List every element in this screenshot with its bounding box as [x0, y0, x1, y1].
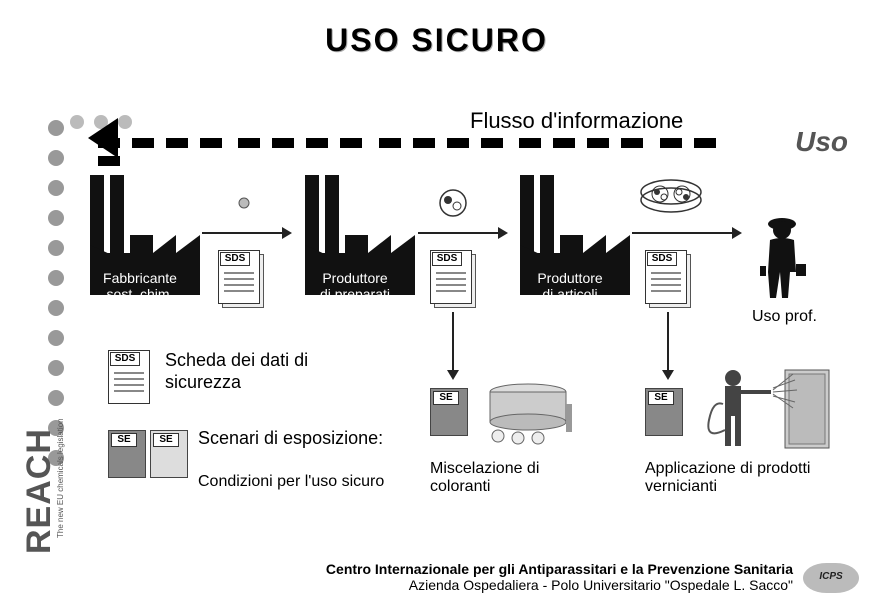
page-title: USO SICURO	[0, 22, 873, 59]
reach-logo: REACH	[20, 428, 59, 554]
legend-sds-icon: SDS	[108, 350, 154, 408]
footer-credits: Centro Internazionale per gli Antiparass…	[326, 561, 793, 593]
uso-label: Uso	[795, 126, 848, 158]
sds-tag: SDS	[110, 352, 140, 366]
flow-info-label: Flusso d'informazione	[470, 108, 683, 134]
painting-icon	[695, 360, 845, 460]
sds-tag: SDS	[647, 252, 677, 266]
sds-tag: SDS	[432, 252, 462, 266]
arrow-f2-f3	[418, 232, 498, 234]
factory-1-label: Fabbricantesost. chim.	[85, 270, 195, 302]
ingredient-icon-3	[640, 178, 702, 221]
icps-logo: ICPS	[803, 563, 859, 593]
sds-doc-2: SDS	[430, 250, 476, 308]
slide-root: USO SICURO Flusso d'informazione Uso Fab…	[0, 0, 873, 611]
footer-line2: Azienda Ospedaliera - Polo Universitario…	[326, 577, 793, 593]
se-doc-mix: SE	[430, 388, 468, 436]
sds-doc-1: SDS	[218, 250, 264, 308]
factory-2-label: Produttoredi preparati	[300, 270, 410, 302]
legend-sds-text: Scheda dei dati di sicurezza	[165, 350, 375, 393]
legend-se-sub: Condizioni per l'uso sicuro	[198, 472, 408, 491]
factory-3-label: Produttoredi articoli	[515, 270, 625, 302]
legend-se-icon-1: SE	[108, 430, 146, 478]
caption-mix: Miscelazione di coloranti	[430, 460, 580, 496]
arrow-down-mix	[452, 312, 454, 370]
info-flow-dashed-line	[98, 134, 758, 146]
arrow-f3-user	[632, 232, 732, 234]
uso-prof-label: Uso prof.	[752, 308, 817, 326]
se-doc-paint: SE	[645, 388, 683, 436]
caption-paint: Applicazione di prodotti vernicianti	[645, 460, 825, 496]
se-tag: SE	[153, 433, 179, 447]
sds-doc-3: SDS	[645, 250, 691, 308]
se-tag: SE	[433, 391, 459, 405]
se-tag: SE	[648, 391, 674, 405]
mixing-icon	[478, 378, 588, 453]
legend-se-icon-2: SE	[150, 430, 188, 478]
sds-tag: SDS	[220, 252, 250, 266]
reach-logo-sub: The new EU chemicals legislation	[56, 418, 65, 538]
footer-line1: Centro Internazionale per gli Antiparass…	[326, 561, 793, 577]
legend-se-title: Scenari di esposizione:	[198, 428, 408, 450]
arrow-down-paint	[667, 312, 669, 370]
end-user-icon	[752, 212, 812, 307]
arrow-f1-f2	[202, 232, 282, 234]
ingredient-icon-2	[438, 188, 468, 223]
se-tag: SE	[111, 433, 137, 447]
ingredient-icon-1	[238, 196, 250, 214]
